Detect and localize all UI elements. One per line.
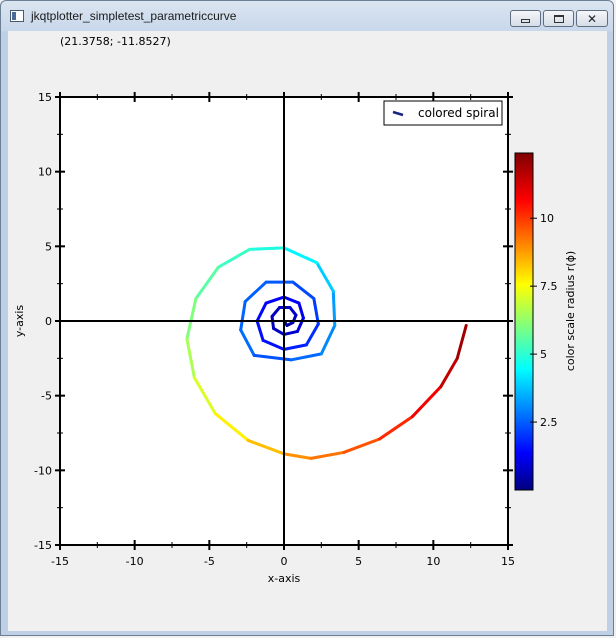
- legend-entry-label: colored spiral: [418, 106, 499, 120]
- legend-box: [383, 100, 503, 126]
- colorbar: 2.5 5 7.5 10 color scale radius r(ϕ): [514, 152, 577, 491]
- spiral-segment: [439, 356, 459, 389]
- spiral-segment: [185, 297, 198, 341]
- spiral-segment: [282, 343, 308, 351]
- y-tick-label: -10: [34, 464, 52, 477]
- legend[interactable]: colored spiral: [383, 100, 503, 126]
- spiral-segment: [239, 300, 247, 332]
- x-tick-label: -10: [126, 555, 144, 568]
- y-tick-label: 10: [38, 166, 52, 179]
- colorbar-tick-label: 2.5: [540, 416, 558, 429]
- spiral-segment: [297, 301, 305, 320]
- y-tick-label: 15: [38, 91, 52, 104]
- spiral-segment: [455, 323, 468, 360]
- spiral-segment: [378, 415, 414, 441]
- spiral-segment: [216, 247, 252, 269]
- spiral-curve: [185, 246, 468, 460]
- spiral-segment: [282, 329, 299, 336]
- y-tick-label: 0: [45, 315, 52, 328]
- x-axis-label: x-axis: [268, 572, 301, 585]
- x-tick-label: -5: [204, 555, 215, 568]
- spiral-segment: [304, 322, 320, 347]
- spiral-segment: [185, 337, 196, 380]
- spiral-segment: [246, 438, 286, 456]
- spiral-segment: [239, 328, 256, 357]
- y-tick-label: -5: [41, 390, 52, 403]
- plot-canvas[interactable]: -15 -10 -5 0 5 10 15 15 10 5 0 -5 -10 -15 x-axis y-a…: [8, 31, 607, 631]
- minimize-button[interactable]: [510, 10, 541, 27]
- title-bar[interactable]: jkqtplotter_simpletest_parametriccurve ✕: [1, 1, 613, 31]
- spiral-segment: [319, 323, 337, 356]
- spiral-segment: [261, 338, 286, 351]
- colorbar-tick-label: 10: [540, 212, 554, 225]
- spiral-segment: [342, 437, 382, 454]
- minimize-icon: [521, 19, 530, 23]
- app-icon: [10, 10, 24, 22]
- spiral-segment: [252, 353, 293, 362]
- y-tick-label: 5: [45, 240, 52, 253]
- spiral-segment: [213, 412, 250, 442]
- legend-swatch: [392, 110, 404, 117]
- spiral-segment: [282, 295, 301, 305]
- plot-widget[interactable]: (21.3758; -11.8527) -15 -10 -5 0 5 10 15 15 10 5…: [8, 31, 607, 631]
- x-tick-label: 5: [355, 555, 362, 568]
- spiral-segment: [194, 265, 220, 301]
- maximize-icon: [553, 14, 564, 23]
- spiral-segment: [255, 319, 265, 342]
- spiral-segment: [312, 297, 320, 326]
- colorbar-ticks: 2.5 5 7.5 10: [530, 212, 558, 429]
- spiral-segment: [309, 450, 346, 460]
- x-tick-label: 0: [281, 555, 288, 568]
- spiral-segment: [291, 280, 316, 301]
- spiral-segment: [289, 352, 323, 362]
- colorbar-tick-label: 5: [540, 348, 547, 361]
- spiral-segment: [243, 280, 268, 304]
- spiral-segment: [288, 306, 298, 317]
- spiral-segment: [192, 376, 217, 416]
- x-tick-label: 15: [501, 555, 515, 568]
- spiral-segment: [264, 295, 286, 305]
- spiral-segment: [315, 261, 335, 293]
- spiral-segment: [270, 315, 276, 330]
- maximize-button[interactable]: [543, 10, 574, 27]
- spiral-segment: [282, 452, 313, 460]
- y-ticks: 15 10 5 0 -5 -10 -15: [34, 91, 513, 552]
- colorbar-gradient: [514, 152, 534, 491]
- spiral-segment: [410, 385, 443, 419]
- close-icon: ✕: [586, 11, 598, 26]
- x-tick-label: -15: [51, 555, 69, 568]
- x-tick-label: 10: [426, 555, 440, 568]
- y-tick-label: -15: [34, 539, 52, 552]
- spiral-segment: [331, 289, 337, 327]
- close-button[interactable]: ✕: [576, 10, 608, 27]
- spiral-segment: [248, 246, 286, 251]
- colorbar-label: color scale radius r(ϕ): [564, 251, 577, 371]
- x-ticks: -15 -10 -5 0 5 10 15: [51, 92, 515, 568]
- mouse-coordinates-readout: (21.3758; -11.8527): [60, 35, 171, 48]
- y-axis-label: y-axis: [13, 305, 26, 338]
- spiral-segment: [272, 326, 286, 336]
- spiral-segment: [270, 306, 282, 319]
- spiral-segment: [255, 301, 268, 323]
- spiral-segment: [282, 246, 319, 265]
- colorbar-tick-label: 7.5: [540, 280, 558, 293]
- window-title: jkqtplotter_simpletest_parametriccurve: [31, 9, 237, 23]
